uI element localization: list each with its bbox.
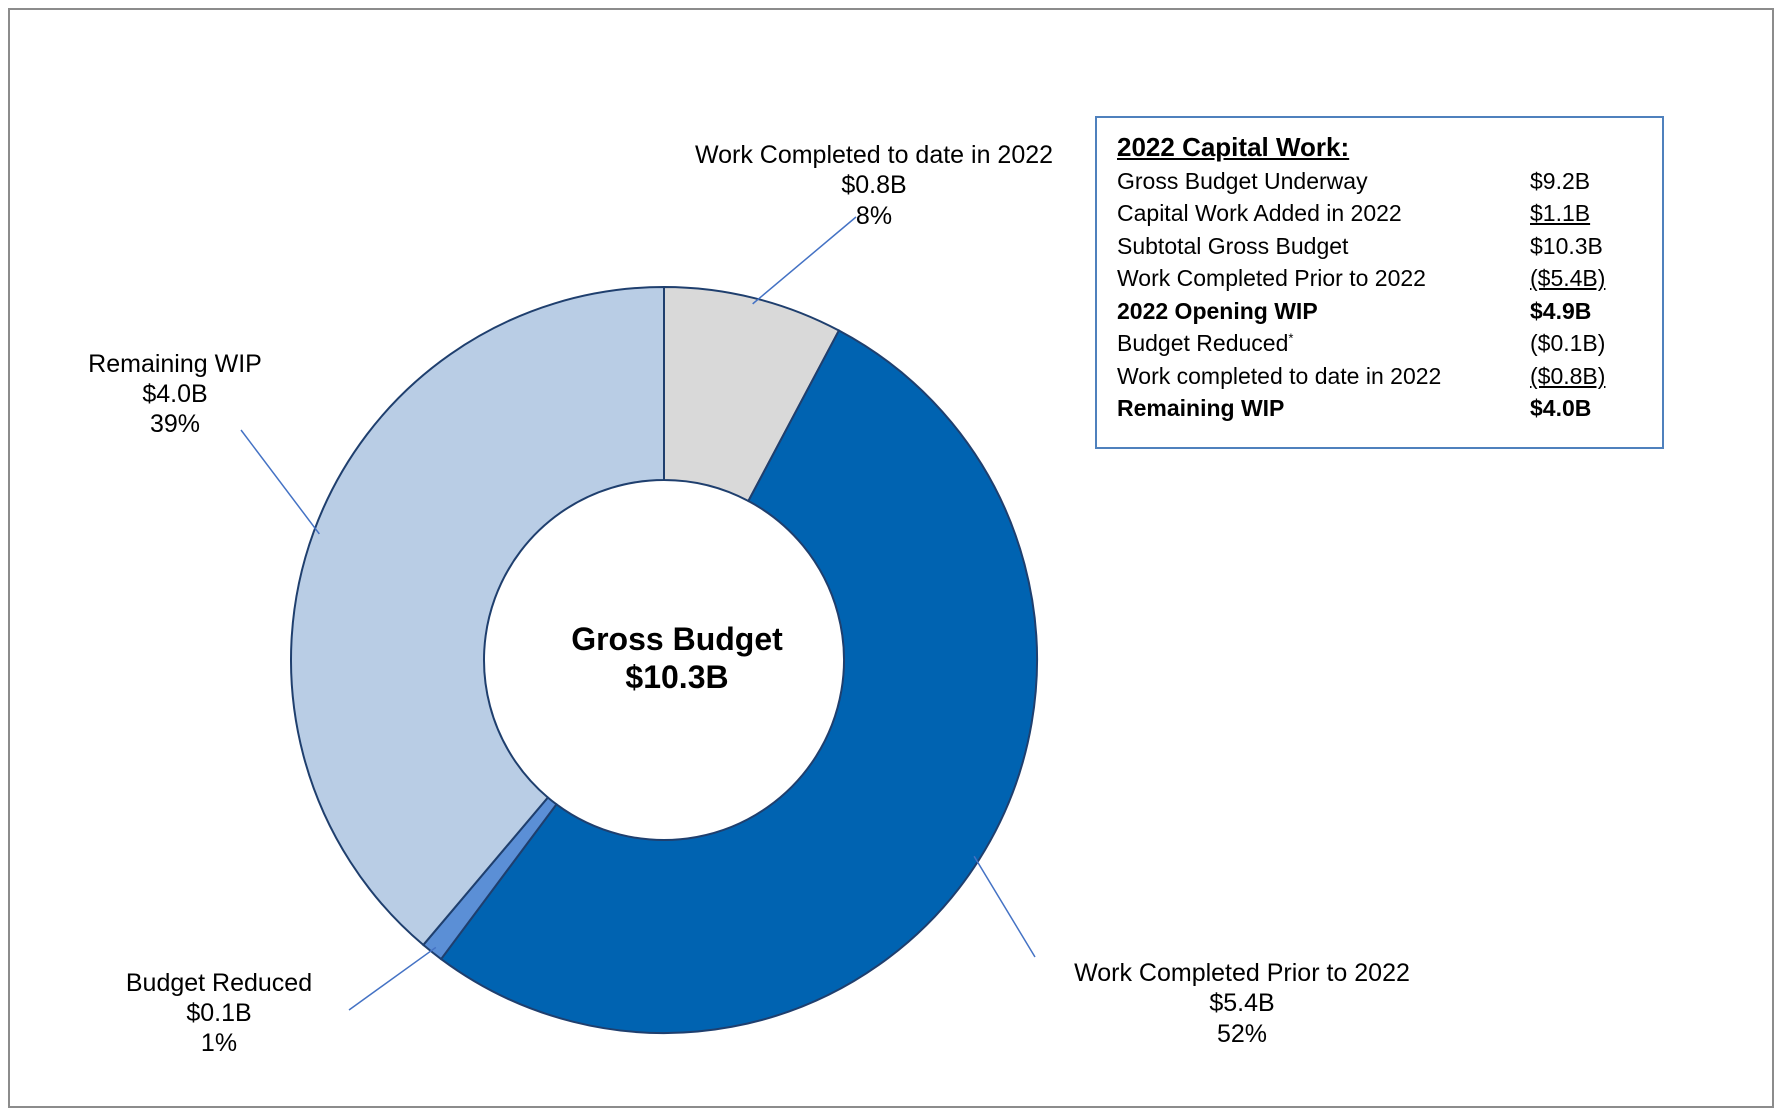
slice-name: Work Completed Prior to 2022 <box>1074 959 1410 987</box>
summary-value: $1.1B <box>1530 200 1591 226</box>
summary-row: Work Completed Prior to 2022 ($5.4B) <box>1117 265 1637 297</box>
footnote-marker: * <box>1288 330 1294 346</box>
summary-label: Work Completed Prior to 2022 <box>1117 265 1426 291</box>
donut-chart: Gross Budget $10.3B Work Completed to da… <box>88 141 1410 1057</box>
summary-row: 2022 Opening WIP $4.9B <box>1117 298 1637 330</box>
slice-percent: 39% <box>150 410 200 438</box>
leader-line <box>752 216 857 305</box>
summary-label: Capital Work Added in 2022 <box>1117 200 1402 226</box>
slice-value: $5.4B <box>1209 989 1274 1017</box>
center-label: Gross Budget $10.3B <box>571 621 783 695</box>
slice-name: Work Completed to date in 2022 <box>695 141 1053 169</box>
summary-value: $4.9B <box>1530 298 1592 324</box>
slice-remaining-wip <box>290 285 665 947</box>
slice-label-work-completed-prior: Work Completed Prior to 2022 $5.4B 52% <box>1074 959 1410 1048</box>
summary-row: Remaining WIP $4.0B <box>1117 395 1637 427</box>
leader-line-group <box>240 216 1036 1011</box>
summary-label: Budget Reduced* <box>1117 330 1293 357</box>
summary-label-text: Budget Reduced <box>1117 330 1289 356</box>
slice-label-budget-reduced: Budget Reduced $0.1B 1% <box>126 969 312 1057</box>
slice-value: $0.1B <box>186 999 251 1027</box>
summary-label: Work completed to date in 2022 <box>1117 363 1442 389</box>
leader-line <box>348 946 437 1011</box>
center-value: $10.3B <box>625 659 728 695</box>
slice-group <box>290 285 1038 1034</box>
slice-work-completed-prior-to-2022 <box>439 329 1038 1034</box>
summary-value: $4.0B <box>1530 395 1592 421</box>
summary-value: $9.2B <box>1530 168 1591 194</box>
summary-box: 2022 Capital Work: Gross Budget Underway… <box>1095 116 1664 449</box>
summary-label: Gross Budget Underway <box>1117 168 1368 194</box>
summary-row: Subtotal Gross Budget $10.3B <box>1117 233 1637 265</box>
summary-title: 2022 Capital Work: <box>1117 132 1350 162</box>
slice-value: $0.8B <box>841 171 906 199</box>
summary-value: ($5.4B) <box>1530 265 1606 291</box>
summary-label: 2022 Opening WIP <box>1117 298 1318 324</box>
slice-percent: 8% <box>856 202 892 230</box>
summary-value: $10.3B <box>1530 233 1603 259</box>
slice-percent: 1% <box>201 1029 237 1057</box>
summary-row: Gross Budget Underway $9.2B <box>1117 168 1637 200</box>
center-title: Gross Budget <box>571 621 783 657</box>
slice-label-remaining-wip: Remaining WIP $4.0B 39% <box>88 350 262 438</box>
summary-value: ($0.1B) <box>1530 330 1606 356</box>
slice-name: Remaining WIP <box>88 350 262 378</box>
summary-row: Budget Reduced* ($0.1B) <box>1117 330 1637 362</box>
summary-label: Subtotal Gross Budget <box>1117 233 1349 259</box>
slice-percent: 52% <box>1217 1020 1267 1048</box>
slice-label-work-completed-2022: Work Completed to date in 2022 $0.8B 8% <box>695 141 1053 230</box>
slice-value: $4.0B <box>142 380 207 408</box>
summary-label: Remaining WIP <box>1117 395 1285 421</box>
summary-row: Work completed to date in 2022 ($0.8B) <box>1117 363 1637 395</box>
summary-row: Capital Work Added in 2022 $1.1B <box>1117 200 1637 232</box>
summary-value: ($0.8B) <box>1530 363 1606 389</box>
leader-line <box>240 429 320 535</box>
leader-line <box>973 855 1036 958</box>
slice-name: Budget Reduced <box>126 969 312 997</box>
